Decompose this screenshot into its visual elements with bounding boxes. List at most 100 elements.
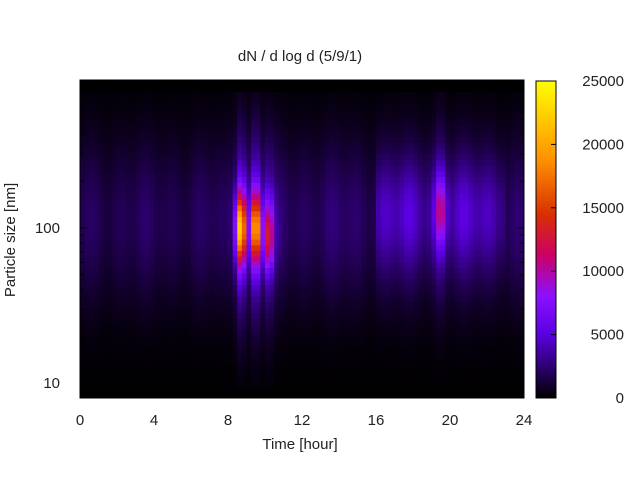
heatmap-cell xyxy=(343,392,349,398)
heatmap-cell xyxy=(450,329,456,337)
heatmap-cell xyxy=(450,97,456,104)
heatmap-cell xyxy=(237,131,243,138)
heatmap-cell xyxy=(371,278,377,286)
heatmap-cell xyxy=(399,108,405,115)
heatmap-cell xyxy=(274,108,280,115)
heatmap-cell xyxy=(450,170,456,178)
heatmap-cell xyxy=(218,346,224,354)
heatmap-cell xyxy=(246,261,252,268)
heatmap-cell xyxy=(214,352,220,359)
heatmap-cell xyxy=(371,142,377,149)
heatmap-cell xyxy=(292,119,298,127)
heatmap-cell xyxy=(228,182,234,189)
heatmap-cell xyxy=(130,91,137,98)
heatmap-cell xyxy=(209,102,215,109)
heatmap-cell xyxy=(302,346,308,354)
heatmap-cell xyxy=(426,165,433,172)
heatmap-cell xyxy=(389,131,396,138)
heatmap-cell xyxy=(348,170,354,178)
heatmap-cell xyxy=(297,239,303,246)
heatmap-cell xyxy=(399,142,405,149)
heatmap-cell xyxy=(380,278,386,286)
heatmap-cell xyxy=(107,329,113,337)
heatmap-cell xyxy=(232,244,238,251)
heatmap-cell xyxy=(426,329,433,337)
heatmap-cell xyxy=(431,125,437,132)
heatmap-cell xyxy=(366,176,372,183)
heatmap-cell xyxy=(371,204,377,212)
heatmap-cell xyxy=(186,165,192,172)
heatmap-cell xyxy=(89,85,95,92)
heatmap-cell xyxy=(325,170,331,178)
heatmap-cell xyxy=(334,250,340,257)
heatmap-cell xyxy=(362,256,368,263)
heatmap-cell xyxy=(195,125,201,132)
heatmap-cell xyxy=(195,227,201,234)
heatmap-cell xyxy=(135,369,141,376)
heatmap-cell xyxy=(278,380,285,388)
heatmap-cell xyxy=(459,119,465,127)
heatmap-cell xyxy=(241,204,248,212)
heatmap-cell xyxy=(232,352,238,359)
heatmap-cell xyxy=(288,216,294,223)
heatmap-cell xyxy=(376,227,382,234)
heatmap-cell xyxy=(241,165,248,172)
heatmap-cell xyxy=(302,131,308,138)
heatmap-cell xyxy=(149,204,155,212)
heatmap-cell xyxy=(209,358,215,365)
heatmap-cell xyxy=(103,278,109,286)
heatmap-cell xyxy=(329,329,335,337)
heatmap-cell xyxy=(413,380,419,388)
heatmap-cell xyxy=(191,335,197,342)
heatmap-cell xyxy=(228,267,234,274)
heatmap-cell xyxy=(302,102,308,109)
heatmap-cell xyxy=(288,363,294,371)
heatmap-cell xyxy=(172,170,178,178)
heatmap-cell xyxy=(126,80,132,87)
heatmap-cell xyxy=(154,250,160,257)
heatmap-cell xyxy=(158,91,164,98)
heatmap-cell xyxy=(426,239,433,246)
heatmap-cell xyxy=(89,386,95,393)
heatmap-cell xyxy=(440,312,446,320)
heatmap-cell xyxy=(297,392,303,398)
heatmap-cell xyxy=(454,170,460,178)
heatmap-cell xyxy=(482,227,488,234)
heatmap-cell xyxy=(311,210,317,217)
heatmap-cell xyxy=(126,159,132,166)
heatmap-cell xyxy=(315,91,322,98)
heatmap-cell xyxy=(237,278,243,286)
heatmap-cell xyxy=(204,204,211,212)
heatmap-cell xyxy=(130,346,137,354)
heatmap-cell xyxy=(181,290,187,297)
heatmap-cell xyxy=(209,256,215,263)
heatmap-cell xyxy=(422,369,428,376)
heatmap-cell xyxy=(408,307,414,314)
heatmap-cell xyxy=(362,193,368,200)
heatmap-cell xyxy=(167,239,174,246)
heatmap-cell xyxy=(315,261,322,268)
heatmap-cell xyxy=(107,176,113,183)
heatmap-cell xyxy=(269,142,275,149)
heatmap-cell xyxy=(385,136,391,144)
heatmap-cell xyxy=(140,250,146,257)
heatmap-cell xyxy=(315,369,322,376)
heatmap-cell xyxy=(413,176,419,183)
heatmap-cell xyxy=(445,119,451,127)
heatmap-cell xyxy=(459,97,465,104)
heatmap-cell xyxy=(297,159,303,166)
heatmap-cell xyxy=(223,199,229,206)
heatmap-cell xyxy=(302,170,308,178)
heatmap-cell xyxy=(232,273,238,280)
heatmap-cell xyxy=(223,341,229,348)
heatmap-cell xyxy=(154,102,160,109)
heatmap-cell xyxy=(283,125,289,132)
heatmap-cell xyxy=(339,148,345,155)
heatmap-cell xyxy=(246,244,252,251)
heatmap-cell xyxy=(209,80,215,87)
heatmap-cell xyxy=(251,182,257,189)
heatmap-cell xyxy=(329,210,335,217)
heatmap-cell xyxy=(482,142,488,149)
heatmap-cell xyxy=(89,250,95,257)
heatmap-cell xyxy=(163,80,169,87)
